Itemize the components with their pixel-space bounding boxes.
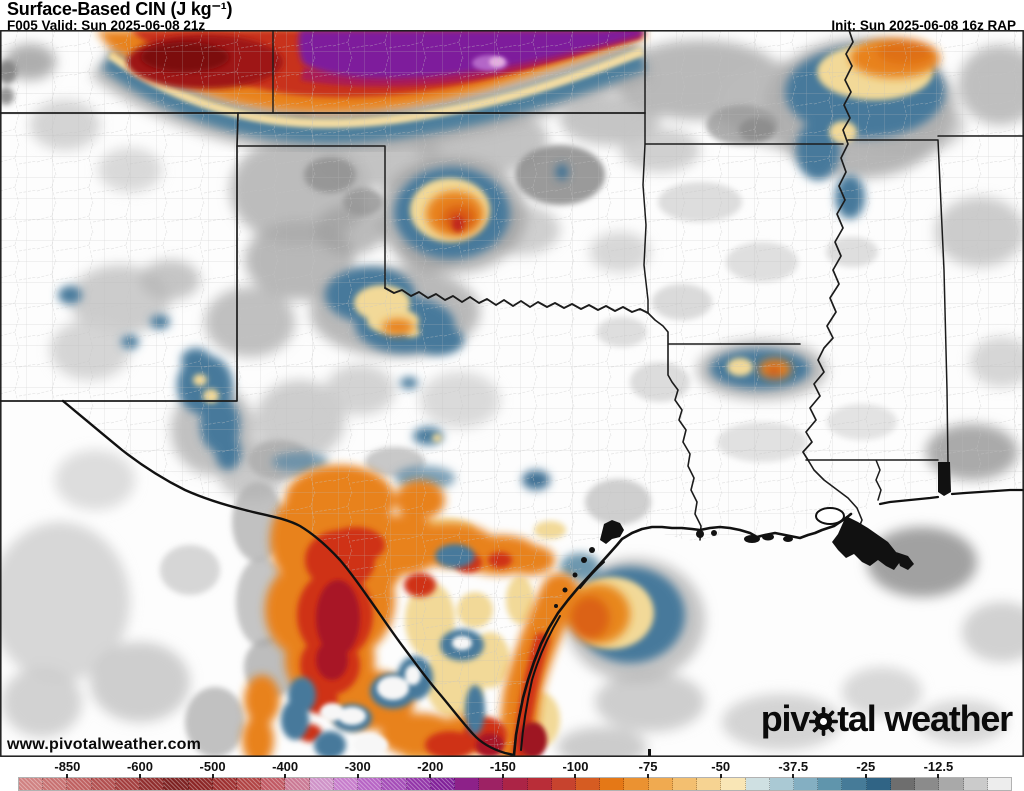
colorbar: -850 -600 -500 -400 -300 -200 -150 -100 -75 -50 -3… — [0, 757, 1024, 791]
state-borders — [0, 30, 1024, 549]
page-title: Surface-Based CIN (J kg⁻¹) — [7, 0, 233, 19]
colorbar-segment — [794, 778, 819, 790]
watermark: www.pivotalweather.com — [7, 736, 202, 753]
colorbar-segment — [285, 778, 310, 790]
colorbar-tick-mark — [138, 774, 141, 778]
colorbar-tick-label: -50 — [711, 759, 731, 774]
colorbar-tick-label: -500 — [199, 759, 226, 774]
valid-time: F005 Valid: Sun 2025-06-08 21z — [7, 18, 206, 33]
colorbar-segment — [939, 778, 964, 790]
colorbar-segment — [382, 778, 407, 790]
colorbar-segment — [672, 778, 698, 790]
colorbar-tick-label: -600 — [126, 759, 153, 774]
colorbar-tick-label: -12.5 — [923, 759, 954, 774]
colorbar-tick-label: -400 — [272, 759, 299, 774]
colorbar-segment — [140, 778, 165, 790]
colorbar-tick-mark — [211, 774, 214, 778]
colorbar-segment — [963, 778, 988, 790]
colorbar-tick-mark — [864, 774, 867, 778]
colorbar-segment — [503, 778, 528, 790]
colorbar-segment — [576, 778, 601, 790]
colorbar-tick-label: -150 — [489, 759, 516, 774]
colorbar-segment — [479, 778, 504, 790]
colorbar-segment — [842, 778, 867, 790]
colorbar-segment — [430, 778, 455, 790]
colorbar-tick-mark — [574, 774, 577, 778]
colorbar-tick-label: -75 — [638, 759, 658, 774]
colorbar-tick-label: -100 — [562, 759, 589, 774]
colorbar-segment — [600, 778, 625, 790]
colorbar-segment — [261, 778, 286, 790]
colorbar-strip — [18, 777, 1012, 791]
colorbar-segment — [721, 778, 746, 790]
pivotal-weather-logo: piv tal weather — [760, 698, 1013, 739]
map-bottom-tick — [648, 749, 651, 756]
colorbar-segment — [745, 778, 770, 790]
colorbar-tick-mark — [356, 774, 359, 778]
map-svg — [0, 30, 1024, 757]
colorbar-tick-label: -200 — [417, 759, 444, 774]
colorbar-segment — [43, 778, 68, 790]
colorbar-tick-label: -300 — [344, 759, 371, 774]
colorbar-segment — [358, 778, 383, 790]
colorbar-tick-mark — [647, 774, 650, 778]
coastline — [61, 399, 1024, 757]
colorbar-tick-mark — [501, 774, 504, 778]
colorbar-segment — [236, 778, 262, 790]
colorbar-segment — [67, 778, 92, 790]
colorbar-tick-mark — [937, 774, 940, 778]
map-frame — [0, 30, 1024, 757]
map-canvas: www.pivotalweather.com piv tal weather — [0, 30, 1024, 757]
colorbar-segment — [915, 778, 940, 790]
gear-icon — [808, 706, 839, 737]
colorbar-segment — [19, 778, 44, 790]
colorbar-segment — [866, 778, 891, 790]
colorbar-segment — [406, 778, 431, 790]
colorbar-tick-mark — [719, 774, 722, 778]
colorbar-segment — [188, 778, 213, 790]
colorbar-segment — [164, 778, 189, 790]
colorbar-segment — [697, 778, 722, 790]
colorbar-segment — [551, 778, 577, 790]
colorbar-segment — [648, 778, 673, 790]
colorbar-segment — [987, 778, 1011, 790]
colorbar-segment — [769, 778, 794, 790]
colorbar-tick-mark — [429, 774, 432, 778]
colorbar-segment — [527, 778, 552, 790]
colorbar-segment — [115, 778, 141, 790]
colorbar-segment — [624, 778, 649, 790]
colorbar-tick-label: -25 — [856, 759, 876, 774]
logo-prefix: piv — [760, 698, 811, 739]
colorbar-tick-mark — [66, 774, 69, 778]
colorbar-segment — [333, 778, 359, 790]
colorbar-tick-mark — [284, 774, 287, 778]
colorbar-segment — [309, 778, 334, 790]
colorbar-tick-label: -850 — [54, 759, 81, 774]
colorbar-tick-mark — [792, 774, 795, 778]
colorbar-segment — [454, 778, 480, 790]
colorbar-segment — [818, 778, 843, 790]
colorbar-segment — [212, 778, 237, 790]
init-time: Init: Sun 2025-06-08 16z RAP — [831, 18, 1016, 33]
colorbar-tick-label: -37.5 — [778, 759, 809, 774]
logo-suffix: tal weather — [837, 698, 1013, 739]
water-bodies — [554, 462, 951, 608]
colorbar-segment — [890, 778, 916, 790]
colorbar-segment — [91, 778, 116, 790]
